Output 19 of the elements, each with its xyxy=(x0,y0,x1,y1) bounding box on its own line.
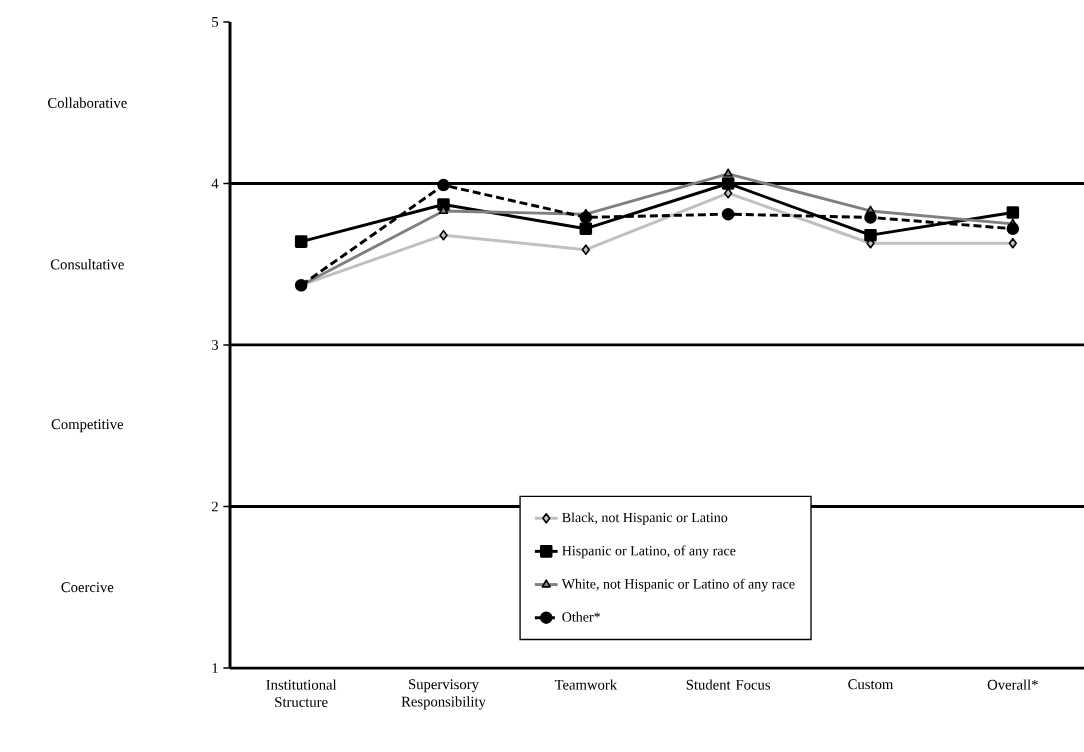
x-tick-label: Supervisory Responsibility xyxy=(401,679,486,710)
x-tick-label: Institutional Structure xyxy=(266,679,337,708)
y-tick-label: 4 xyxy=(211,178,219,189)
text: Collaborative xyxy=(48,97,127,108)
y-tick-label: 3 xyxy=(212,340,219,350)
text: Competitive xyxy=(51,419,124,433)
legend-label: Black, not Hispanic or Latino xyxy=(562,512,728,526)
text: Consultative xyxy=(50,259,124,270)
legend-label: Other* xyxy=(562,611,600,622)
y-tick-label: 2 xyxy=(211,501,218,512)
x-tick-label: Custom xyxy=(848,679,894,690)
x-tick-label: Overall* xyxy=(987,679,1038,690)
y-tick-label: 5 xyxy=(212,17,219,27)
legend-label: White, not Hispanic or Latino of any race xyxy=(561,578,795,592)
text: Coercive xyxy=(61,582,114,593)
legend-label: Hispanic or Latino, of any race xyxy=(562,545,736,559)
x-tick-label: Teamwork xyxy=(554,679,618,690)
y-tick-label: 1 xyxy=(212,663,218,673)
x-tick-label: Student Focus xyxy=(686,679,770,690)
